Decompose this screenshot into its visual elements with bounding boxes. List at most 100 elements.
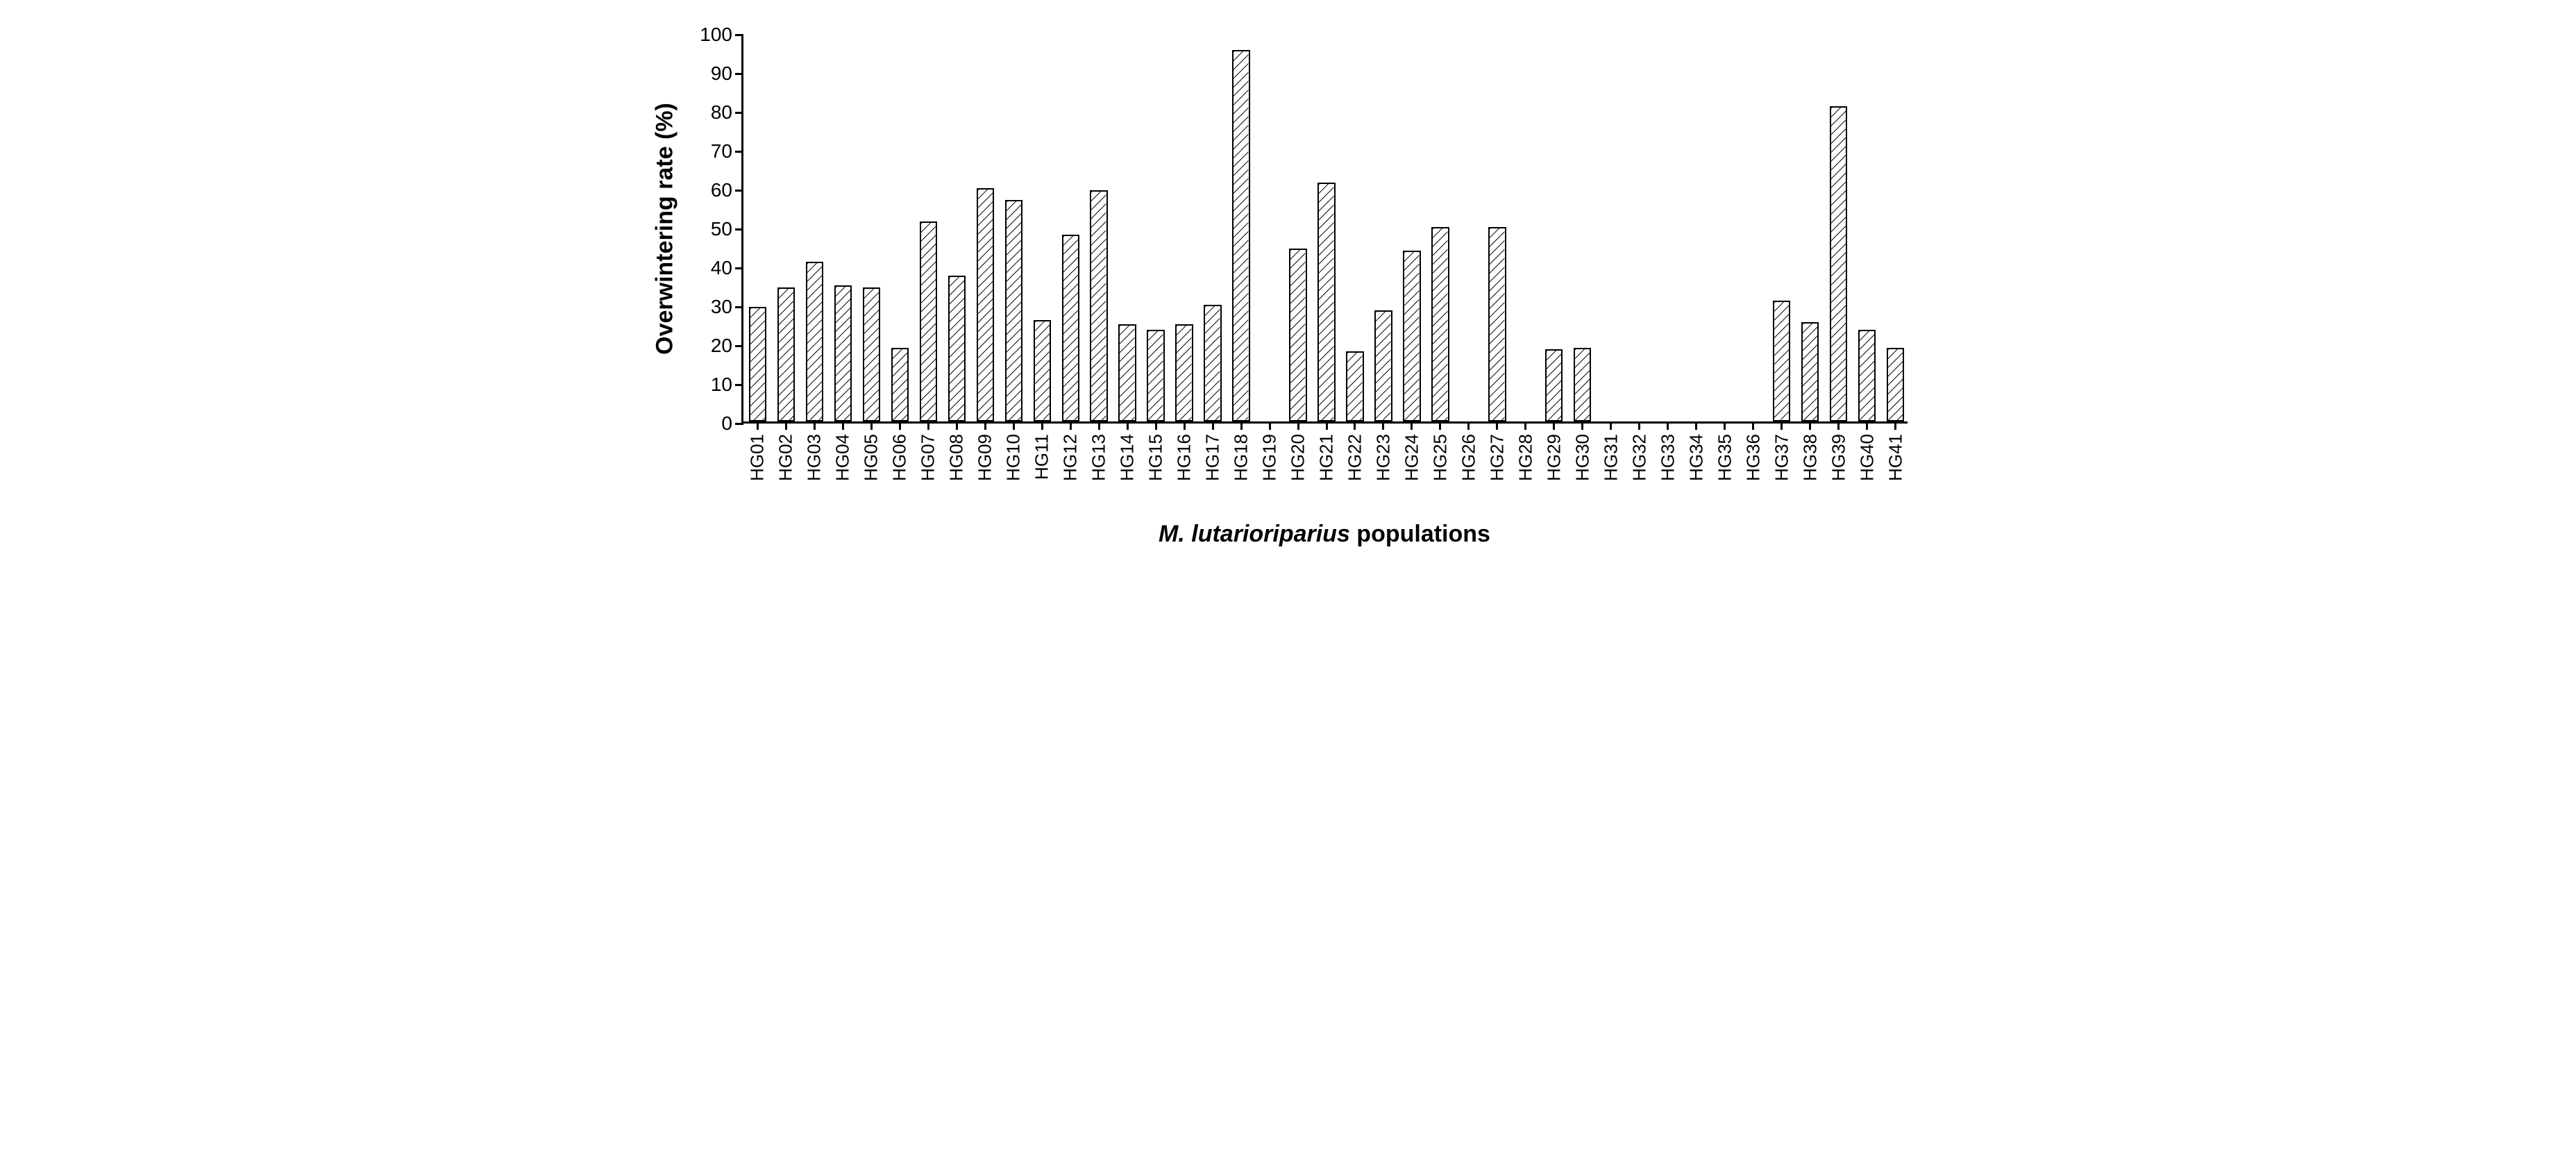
x-tick-label: HG20: [1288, 434, 1309, 481]
x-tick-label: HG25: [1429, 434, 1451, 481]
y-tick-label: 30: [711, 296, 743, 318]
x-tick-label: HG12: [1060, 434, 1081, 481]
x-tick-label: HG18: [1231, 434, 1252, 481]
bar: [1318, 183, 1335, 421]
x-tick: [899, 421, 901, 430]
x-tick-label: HG13: [1088, 434, 1110, 481]
x-tick: [1667, 421, 1669, 430]
x-tick-label: HG32: [1628, 434, 1650, 481]
bar: [1147, 330, 1164, 421]
bar: [1289, 249, 1306, 421]
x-tick: [1496, 421, 1498, 430]
y-tick-label: 70: [711, 140, 743, 162]
y-tick-label: 90: [711, 62, 743, 85]
x-tick: [1411, 421, 1413, 430]
x-tick: [1581, 421, 1583, 430]
x-tick: [1752, 421, 1754, 430]
x-tick: [785, 421, 787, 430]
x-tick-label: HG29: [1543, 434, 1565, 481]
bar: [1830, 106, 1847, 421]
x-tick: [1781, 421, 1783, 430]
y-tick-label: 80: [711, 101, 743, 124]
x-tick-label: HG05: [861, 434, 882, 481]
y-tick-label: 50: [711, 218, 743, 240]
x-tick-label: HG10: [1003, 434, 1025, 481]
x-tick: [1127, 421, 1129, 430]
x-tick-label: HG37: [1771, 434, 1792, 481]
x-tick: [757, 421, 759, 430]
x-tick: [1184, 421, 1186, 430]
x-tick-label: HG27: [1486, 434, 1508, 481]
x-tick-label: HG07: [918, 434, 939, 481]
bar: [863, 287, 880, 421]
bar: [1431, 227, 1449, 421]
x-tick-label: HG34: [1685, 434, 1707, 481]
x-tick-label: HG03: [804, 434, 825, 481]
x-tick: [1212, 421, 1214, 430]
bar: [834, 285, 852, 421]
x-tick-label: HG22: [1344, 434, 1365, 481]
x-tick: [1013, 421, 1015, 430]
y-axis-title: Overwintering rate (%): [652, 90, 679, 368]
x-tick: [984, 421, 986, 430]
x-axis-title-italic: M. lutarioriparius: [1159, 521, 1350, 547]
x-tick: [1439, 421, 1441, 430]
x-tick-label: HG36: [1742, 434, 1764, 481]
x-tick: [1326, 421, 1328, 430]
x-tick-label: HG19: [1259, 434, 1281, 481]
y-tick-label: 10: [711, 374, 743, 396]
x-tick-label: HG02: [775, 434, 797, 481]
x-tick-label: HG26: [1458, 434, 1479, 481]
bar: [1090, 190, 1107, 421]
bar: [1005, 200, 1022, 421]
x-tick: [1809, 421, 1811, 430]
bar: [1488, 227, 1506, 421]
x-tick: [814, 421, 816, 430]
bar: [1062, 235, 1079, 421]
x-tick: [1155, 421, 1157, 430]
y-tick-label: 20: [711, 335, 743, 357]
x-tick: [1553, 421, 1555, 430]
bar: [1204, 305, 1221, 421]
bar: [749, 307, 766, 421]
bar: [1887, 348, 1904, 421]
x-tick: [1041, 421, 1043, 430]
x-tick-label: HG33: [1657, 434, 1678, 481]
x-tick-label: HG39: [1828, 434, 1849, 481]
x-tick-label: HG15: [1145, 434, 1167, 481]
x-axis-title-rest: populations: [1350, 521, 1490, 547]
x-tick: [1070, 421, 1072, 430]
x-tick: [1724, 421, 1726, 430]
bar: [1232, 50, 1249, 421]
x-tick-label: HG41: [1885, 434, 1906, 481]
x-tick-label: HG24: [1401, 434, 1422, 481]
plot-area: 0102030405060708090100HG01HG02HG03HG04HG…: [741, 35, 1908, 424]
y-tick-label: 0: [721, 412, 743, 435]
x-tick: [1866, 421, 1868, 430]
bar: [891, 348, 909, 421]
x-tick: [1240, 421, 1243, 430]
x-tick-label: HG35: [1714, 434, 1735, 481]
x-tick-label: HG40: [1856, 434, 1878, 481]
x-tick-label: HG21: [1316, 434, 1338, 481]
x-tick: [1695, 421, 1697, 430]
x-tick-label: HG11: [1032, 434, 1053, 480]
x-tick-label: HG14: [1117, 434, 1138, 481]
bar: [1858, 330, 1876, 421]
x-tick-label: HG04: [832, 434, 854, 481]
x-tick: [1894, 421, 1896, 430]
x-tick: [1467, 421, 1470, 430]
y-tick-label: 40: [711, 257, 743, 279]
x-tick: [1098, 421, 1100, 430]
bar: [1374, 310, 1392, 421]
bar: [977, 188, 994, 421]
x-tick: [1837, 421, 1840, 430]
overwintering-bar-chart: 0102030405060708090100HG01HG02HG03HG04HG…: [644, 14, 1932, 596]
bar: [1545, 349, 1563, 421]
x-tick: [870, 421, 873, 430]
y-tick-label: 100: [700, 24, 743, 46]
x-tick: [1269, 421, 1271, 430]
x-tick-label: HG38: [1799, 434, 1821, 481]
bar: [806, 262, 823, 421]
x-tick-label: HG23: [1372, 434, 1394, 481]
